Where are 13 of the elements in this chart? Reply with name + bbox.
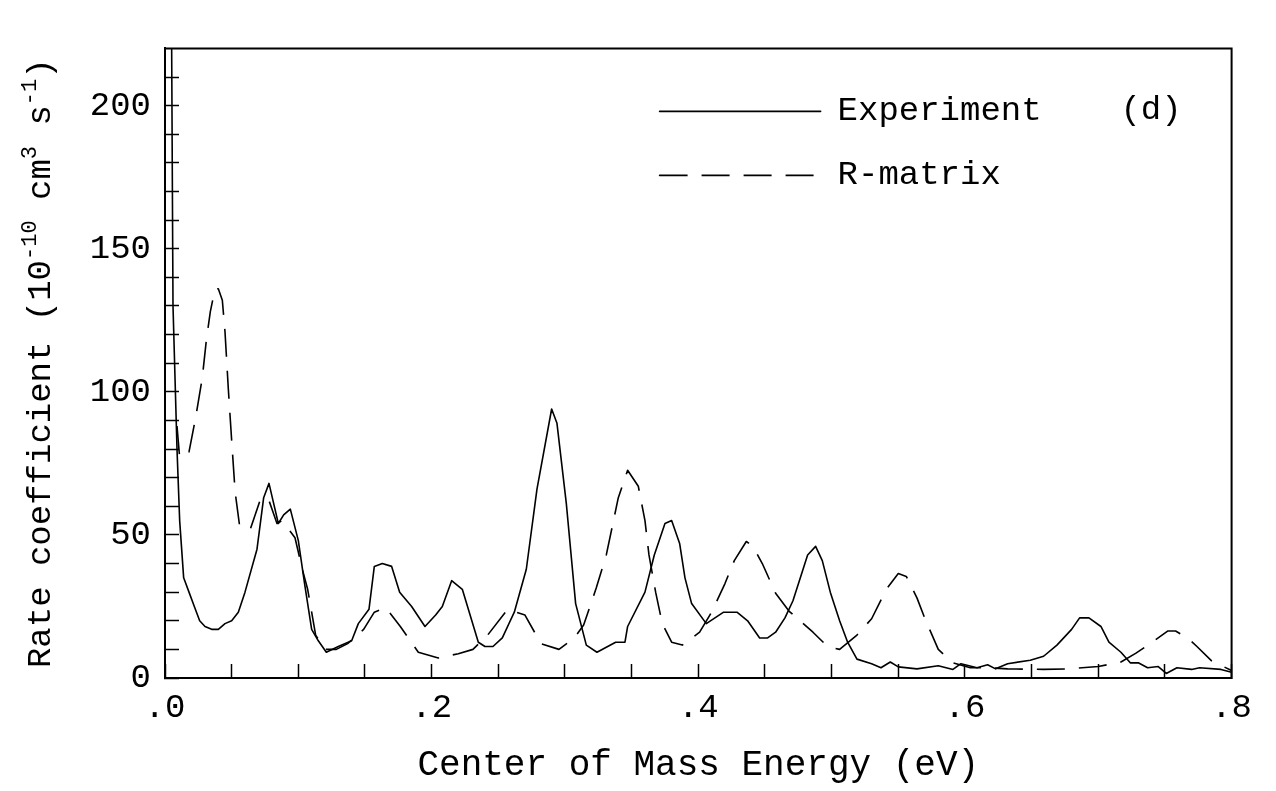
x-tick-label: .6 [944,689,986,728]
y-tick-label: 100 [89,372,151,411]
x-tick-label: .8 [1211,689,1252,728]
annotation: (d) [1120,91,1182,130]
y-tick-label: 200 [89,86,151,125]
x-tick-label: .4 [677,689,719,728]
y-tick-label: 50 [110,515,151,554]
y-axis-title: Rate coefficient (10-10 cm3 s-1) [18,58,60,669]
x-axis-title: Center of Mass Energy (eV) [417,744,980,786]
x-tick-label: .2 [411,689,453,728]
legend-label: Experiment [837,92,1042,131]
y-tick-label: 150 [89,229,151,268]
legend-label: R-matrix [837,156,1001,195]
